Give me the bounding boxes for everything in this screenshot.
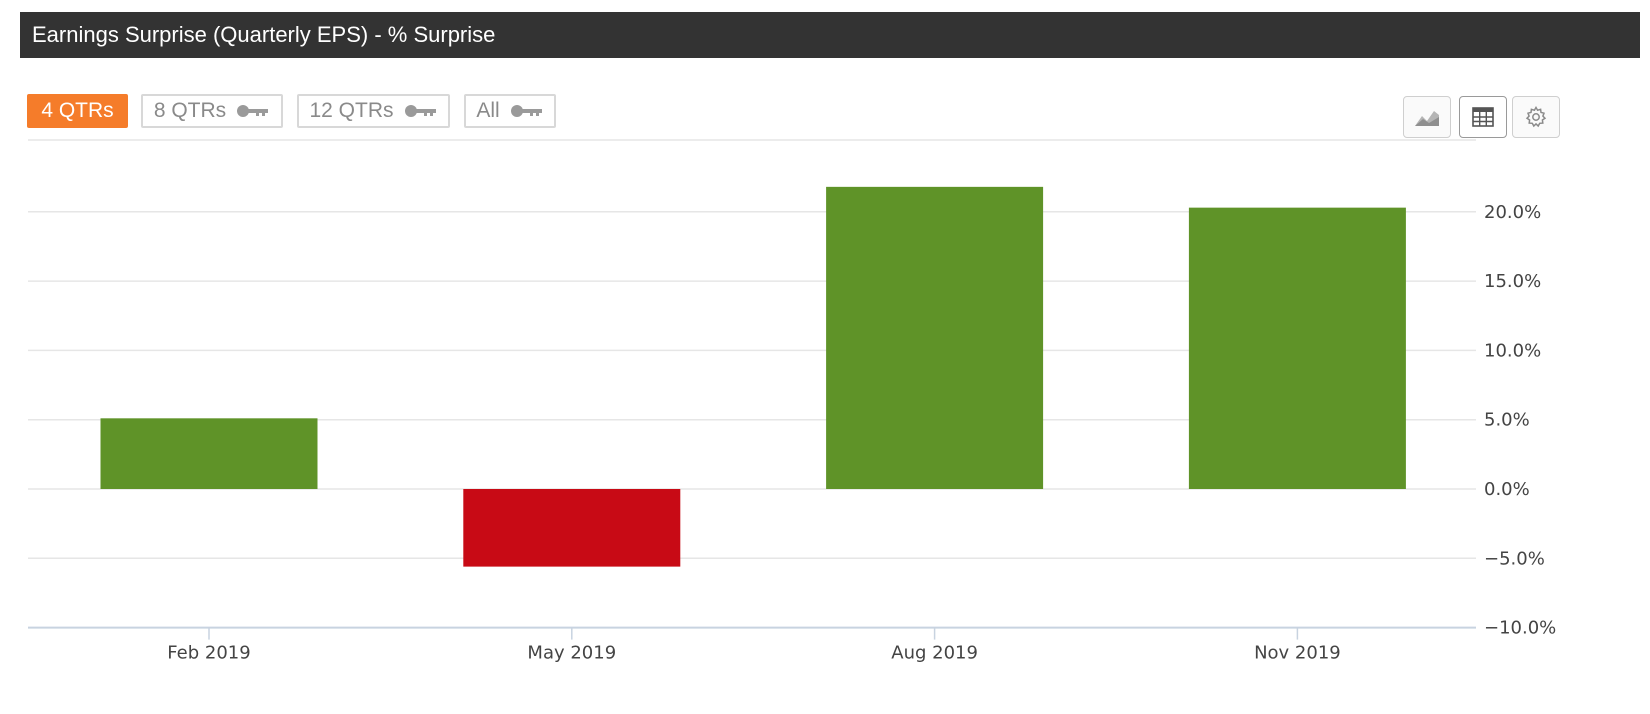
chart-header: Earnings Surprise (Quarterly EPS) - % Su… — [20, 12, 1640, 58]
table-view-button[interactable] — [1459, 96, 1507, 138]
y-tick-label: 0.0% — [1484, 479, 1530, 500]
range-4-qtrs-label: 4 QTRs — [41, 99, 114, 122]
range-all-label: All — [476, 99, 500, 122]
bar-feb-2019[interactable] — [100, 418, 318, 489]
range-4-qtrs-button[interactable]: 4 QTRs — [27, 94, 128, 128]
range-12-qtrs-label: 12 QTRs — [309, 99, 394, 122]
bar-may-2019[interactable] — [463, 489, 681, 567]
key-icon — [237, 105, 269, 117]
y-tick-label: −5.0% — [1484, 548, 1545, 569]
area-chart-button[interactable] — [1403, 96, 1451, 138]
bar-aug-2019[interactable] — [826, 186, 1044, 490]
range-8-qtrs-label: 8 QTRs — [153, 99, 227, 122]
bar-nov-2019[interactable] — [1188, 207, 1406, 489]
gear-icon — [1525, 106, 1547, 128]
y-tick-label: 20.0% — [1484, 202, 1541, 223]
y-tick-label: 10.0% — [1484, 340, 1541, 361]
range-12-qtrs-button[interactable]: 12 QTRs — [297, 94, 450, 128]
x-tick-label: May 2019 — [527, 643, 616, 664]
y-tick-label: 5.0% — [1484, 410, 1530, 431]
x-tick-label: Nov 2019 — [1254, 643, 1341, 664]
chart-title: Earnings Surprise (Quarterly EPS) - % Su… — [32, 22, 496, 47]
settings-button[interactable] — [1512, 96, 1560, 138]
bars — [100, 186, 1406, 567]
table-icon — [1472, 107, 1494, 127]
axes: −10.0% −5.0% 0.0% 5.0% 10.0% 15.0% 20.0% Feb 20… — [28, 202, 1556, 664]
range-all-button[interactable]: All — [464, 94, 556, 128]
key-icon — [510, 105, 542, 117]
key-icon — [404, 105, 436, 117]
y-tick-label: 15.0% — [1484, 271, 1541, 292]
area-chart-icon — [1415, 111, 1439, 126]
range-8-qtrs-button[interactable]: 8 QTRs — [141, 94, 283, 128]
x-tick-label: Aug 2019 — [891, 643, 978, 664]
x-tick-label: Feb 2019 — [167, 643, 250, 664]
y-tick-label: −10.0% — [1484, 618, 1556, 639]
